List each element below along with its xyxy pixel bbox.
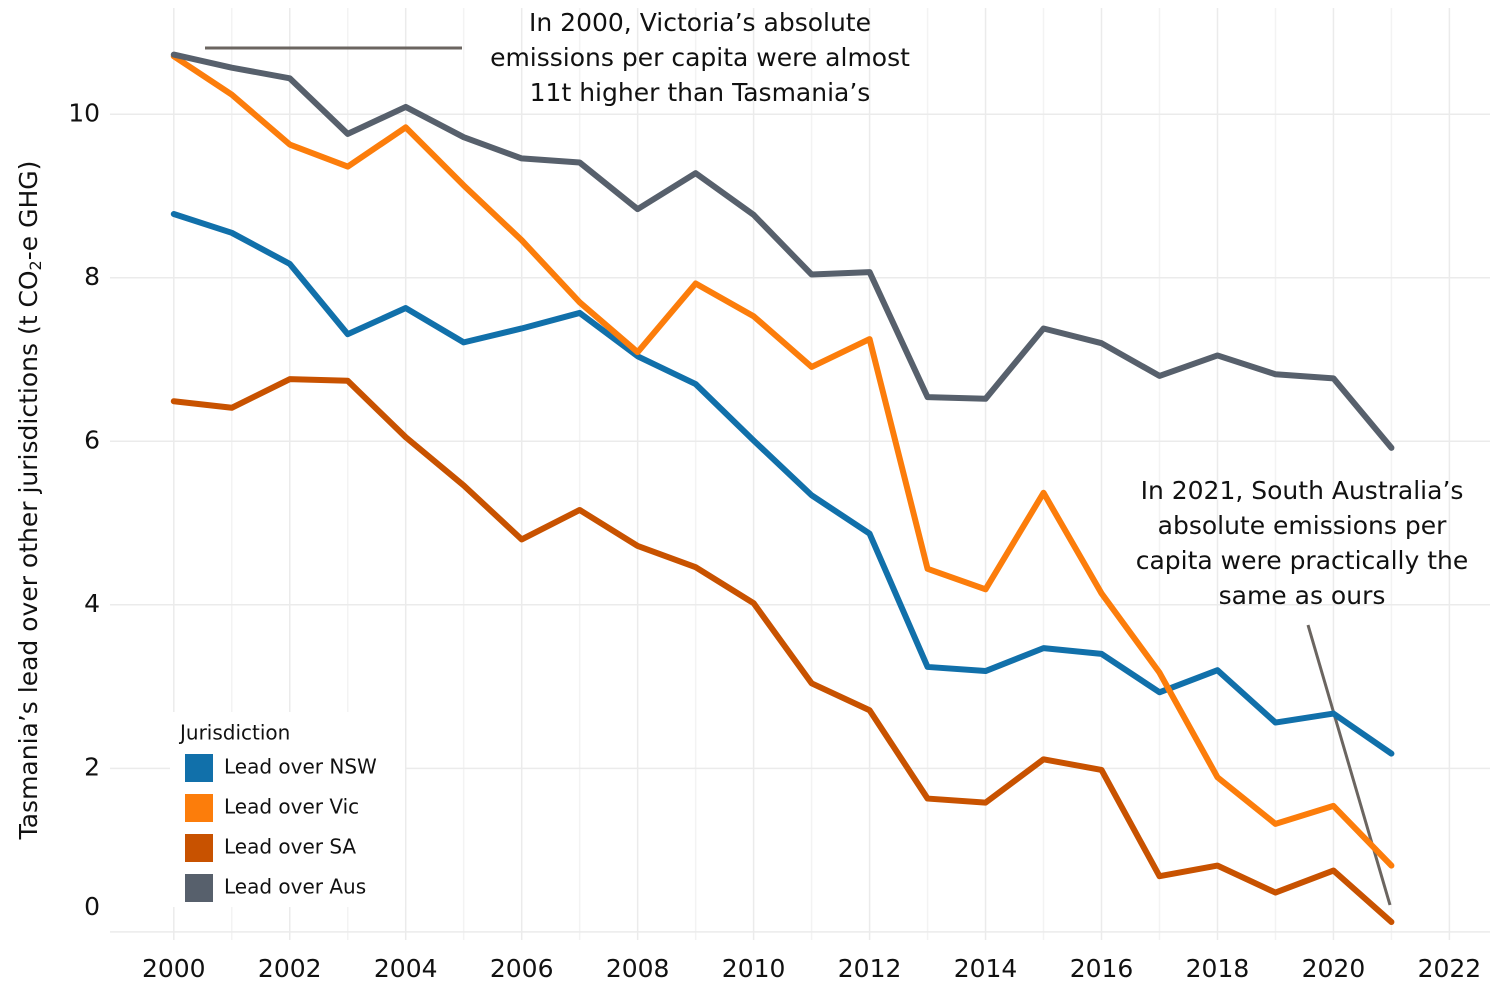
y-tick-label: 8 — [84, 262, 100, 291]
x-tick-label: 2018 — [1186, 954, 1250, 983]
annotation: capita were practically the — [1136, 546, 1469, 575]
line-series — [170, 53, 1395, 869]
y-tick-label: 0 — [84, 892, 100, 921]
annotation: In 2021, South Australia’s — [1141, 476, 1464, 505]
legend-swatch — [185, 754, 213, 782]
legend-swatch — [185, 794, 213, 822]
y-axis-label: Tasmania’s lead over other jurisdictions… — [14, 161, 45, 841]
legend-swatch — [185, 834, 213, 862]
y-axis-label-part: 2 — [26, 260, 45, 270]
x-tick-label: 2012 — [838, 954, 902, 983]
y-axis-label-part: -e GHG) — [14, 161, 43, 261]
grid — [110, 8, 1490, 940]
x-tick-label: 2002 — [258, 954, 322, 983]
line-series — [170, 211, 1395, 757]
x-tick-label: 2014 — [954, 954, 1018, 983]
x-tick-label: 2006 — [490, 954, 554, 983]
x-tick-label: 2016 — [1070, 954, 1134, 983]
annotation-pointer — [1306, 624, 1392, 906]
legend-label: Lead over Aus — [224, 875, 366, 899]
x-tick-label: 2022 — [1418, 954, 1482, 983]
y-tick-label: 4 — [84, 589, 100, 618]
annotation: absolute emissions per — [1158, 511, 1447, 540]
x-tick-label: 2008 — [606, 954, 670, 983]
legend-label: Lead over NSW — [224, 755, 377, 779]
legend-title: Jurisdiction — [178, 721, 290, 745]
annotation: 11t higher than Tasmania’s — [530, 78, 871, 107]
annotation: same as ours — [1219, 581, 1386, 610]
y-axis-label-part: Tasmania’s lead over other jurisdictions… — [14, 270, 43, 840]
x-tick-label: 2010 — [722, 954, 786, 983]
y-tick-label: 10 — [68, 98, 100, 127]
y-tick-label: 6 — [84, 425, 100, 454]
x-tick-label: 2000 — [142, 954, 206, 983]
line-series — [170, 376, 1395, 926]
x-tick-label: 2004 — [374, 954, 438, 983]
legend: Jurisdiction Lead over NSW Lead over Vic Le… — [170, 712, 405, 907]
legend-label: Lead over SA — [224, 835, 356, 859]
y-tick-label: 2 — [84, 752, 100, 781]
x-tick-label: 2020 — [1302, 954, 1366, 983]
annotation: emissions per capita were almost — [490, 43, 910, 72]
legend-label: Lead over Vic — [224, 795, 359, 819]
annotation: In 2000, Victoria’s absolute — [529, 8, 871, 37]
line-series — [170, 51, 1395, 451]
legend-swatch — [185, 874, 213, 902]
